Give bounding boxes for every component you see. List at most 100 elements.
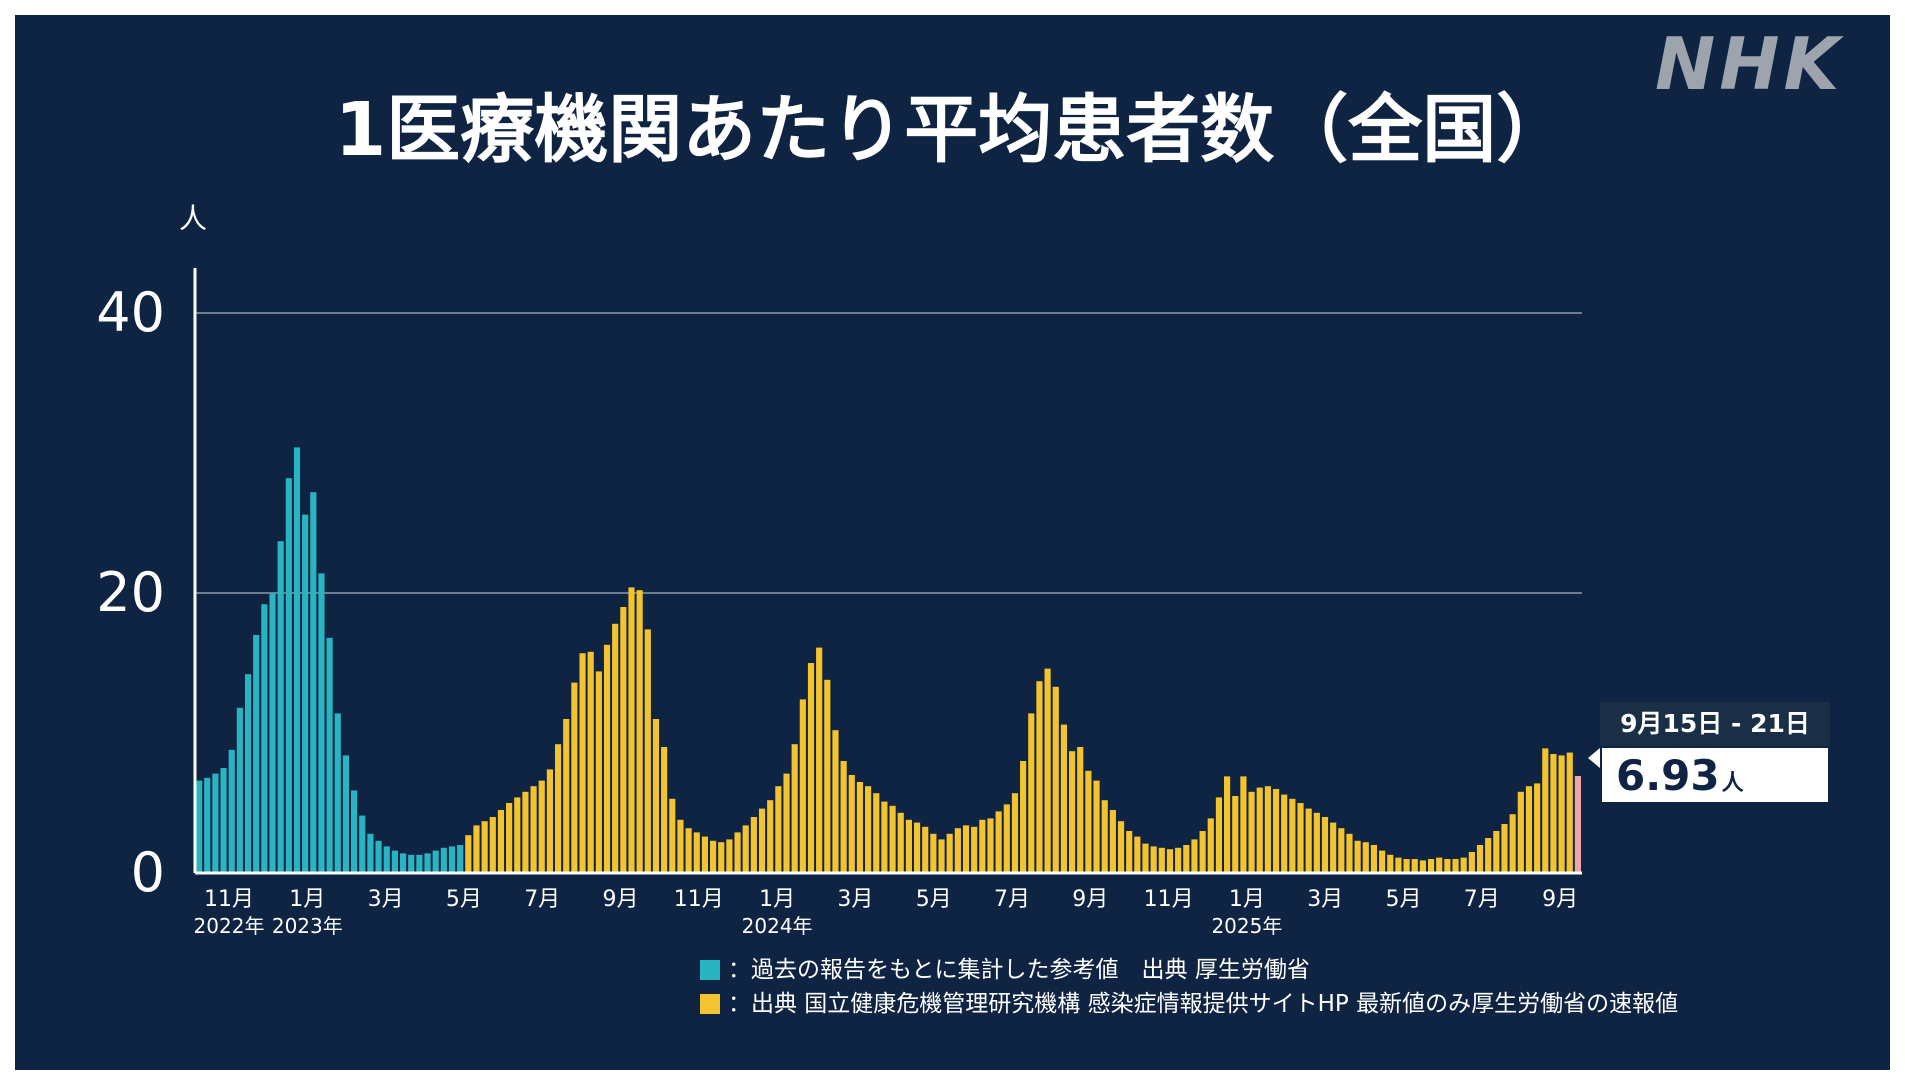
bar-series-1 <box>571 682 578 873</box>
bar-series-0 <box>457 845 464 873</box>
bar-series-1 <box>1175 847 1182 873</box>
x-tick-label: 11月 <box>204 887 254 912</box>
bar-series-1 <box>546 769 553 873</box>
bar-series-1 <box>995 811 1002 873</box>
x-tick-label: 1月 <box>1229 887 1265 912</box>
bar-series-0 <box>359 815 366 873</box>
bar-series-1 <box>514 797 521 873</box>
bar-series-1 <box>579 653 586 873</box>
bar-series-1 <box>1509 814 1516 873</box>
bar-series-1 <box>1003 804 1010 873</box>
bar-series-1 <box>954 828 961 873</box>
bar-series-1 <box>497 810 505 873</box>
bar-series-1 <box>603 644 611 873</box>
bar-series-1 <box>1330 822 1337 873</box>
bar-series-1 <box>1150 846 1157 873</box>
bar-series-1 <box>1468 852 1475 873</box>
bar-series-1 <box>1256 787 1263 873</box>
bar-series-1 <box>1036 681 1043 873</box>
bar-series-1 <box>530 786 537 873</box>
bar-series-1 <box>1240 776 1247 873</box>
bar-series-0 <box>440 847 447 873</box>
bar-series-1 <box>489 817 496 873</box>
bar-series-1 <box>1183 845 1190 873</box>
bar-series-1 <box>726 839 733 873</box>
bar-series-0 <box>253 635 260 873</box>
bar-series-1 <box>644 629 651 873</box>
bar-series-1 <box>1338 828 1345 873</box>
chart-title: 1医療機関あたり平均患者数（全国） <box>334 87 1571 173</box>
x-year-label: 2023年 <box>272 914 343 938</box>
legend-swatch-yellow <box>700 994 720 1014</box>
x-year-label: 2025年 <box>1211 914 1282 938</box>
bar-series-1 <box>685 828 692 873</box>
bar-series-0 <box>261 604 268 873</box>
bar-series-1 <box>979 819 986 873</box>
bar-series-1 <box>938 839 945 873</box>
bar-series-1 <box>930 833 937 873</box>
bar-series-1 <box>1199 831 1206 873</box>
callout-unit: 人 <box>1721 771 1744 796</box>
callout-period: 9月15日 - 21日 <box>1600 702 1830 746</box>
bar-series-0 <box>367 833 374 873</box>
bar-series-1 <box>1485 838 1492 873</box>
bar-series-1 <box>1321 817 1329 873</box>
bar-series-1 <box>734 832 741 873</box>
x-tick-label: 11月 <box>674 887 724 912</box>
bar-series-0 <box>432 850 439 873</box>
bar-series-1 <box>612 623 619 873</box>
bar-series-1 <box>971 826 978 873</box>
bar-series-1 <box>1264 786 1271 873</box>
bar-series-1 <box>824 679 831 873</box>
bar-series-0 <box>285 478 292 873</box>
bar-series-1 <box>897 812 904 873</box>
bar-series-1 <box>832 730 839 873</box>
bar-series-1 <box>1052 686 1059 873</box>
bar-series-1 <box>1158 847 1165 873</box>
bar-series-1 <box>767 800 774 873</box>
y-tick-label-0: 0 <box>131 841 165 904</box>
bar-series-1 <box>1550 754 1557 873</box>
bar-series-1 <box>1525 786 1533 873</box>
bar-series-1 <box>1142 843 1149 873</box>
x-tick-label: 9月 <box>603 887 639 912</box>
bar-series-1 <box>1028 713 1035 873</box>
bar-series-1 <box>669 798 676 873</box>
callout-value: 6.93 <box>1616 751 1720 800</box>
bar-series-0 <box>236 707 243 873</box>
bar-series-0 <box>220 768 227 873</box>
x-tick-label: 5月 <box>446 887 482 912</box>
bar-series-0 <box>310 492 317 873</box>
x-year-label: 2022年 <box>194 914 265 938</box>
nhk-logo: NHK <box>1655 22 1844 106</box>
bar-series-1 <box>1305 808 1312 873</box>
bar-series-1 <box>1534 783 1541 873</box>
y-axis-unit-label: 人 <box>179 202 207 235</box>
x-tick-label: 3月 <box>837 887 873 912</box>
bar-series-1 <box>946 833 953 873</box>
bar-series-1 <box>481 821 488 873</box>
bar-series-1 <box>881 801 888 873</box>
bar-series-1 <box>1452 859 1459 873</box>
bar-series-1 <box>750 817 757 873</box>
bar-series-1 <box>791 744 798 873</box>
bar-series-1 <box>1501 824 1508 873</box>
bar-series-1 <box>1207 818 1214 873</box>
bar-series-1 <box>905 819 912 873</box>
bar-series-0 <box>228 749 235 873</box>
bar-series-1 <box>922 826 929 873</box>
bar-series-1 <box>1493 831 1500 873</box>
bar-series-1 <box>701 836 709 873</box>
bar-series-1 <box>636 590 643 873</box>
legend-text-source: ：出典 国立健康危機管理研究機構 感染症情報提供サイトHP 最新値のみ厚生労働省… <box>728 991 1679 1017</box>
bar-series-1 <box>628 587 635 873</box>
bar-series-1 <box>1166 849 1174 873</box>
bar-series-1 <box>742 825 749 873</box>
x-tick-label: 9月 <box>1542 887 1578 912</box>
bar-series-1 <box>873 793 880 873</box>
bar-series-1 <box>1403 859 1410 873</box>
bar-series-0 <box>375 840 382 873</box>
bar-series-1 <box>1558 755 1565 873</box>
bar-series-1 <box>693 832 700 873</box>
bar-series-1 <box>1354 840 1361 873</box>
